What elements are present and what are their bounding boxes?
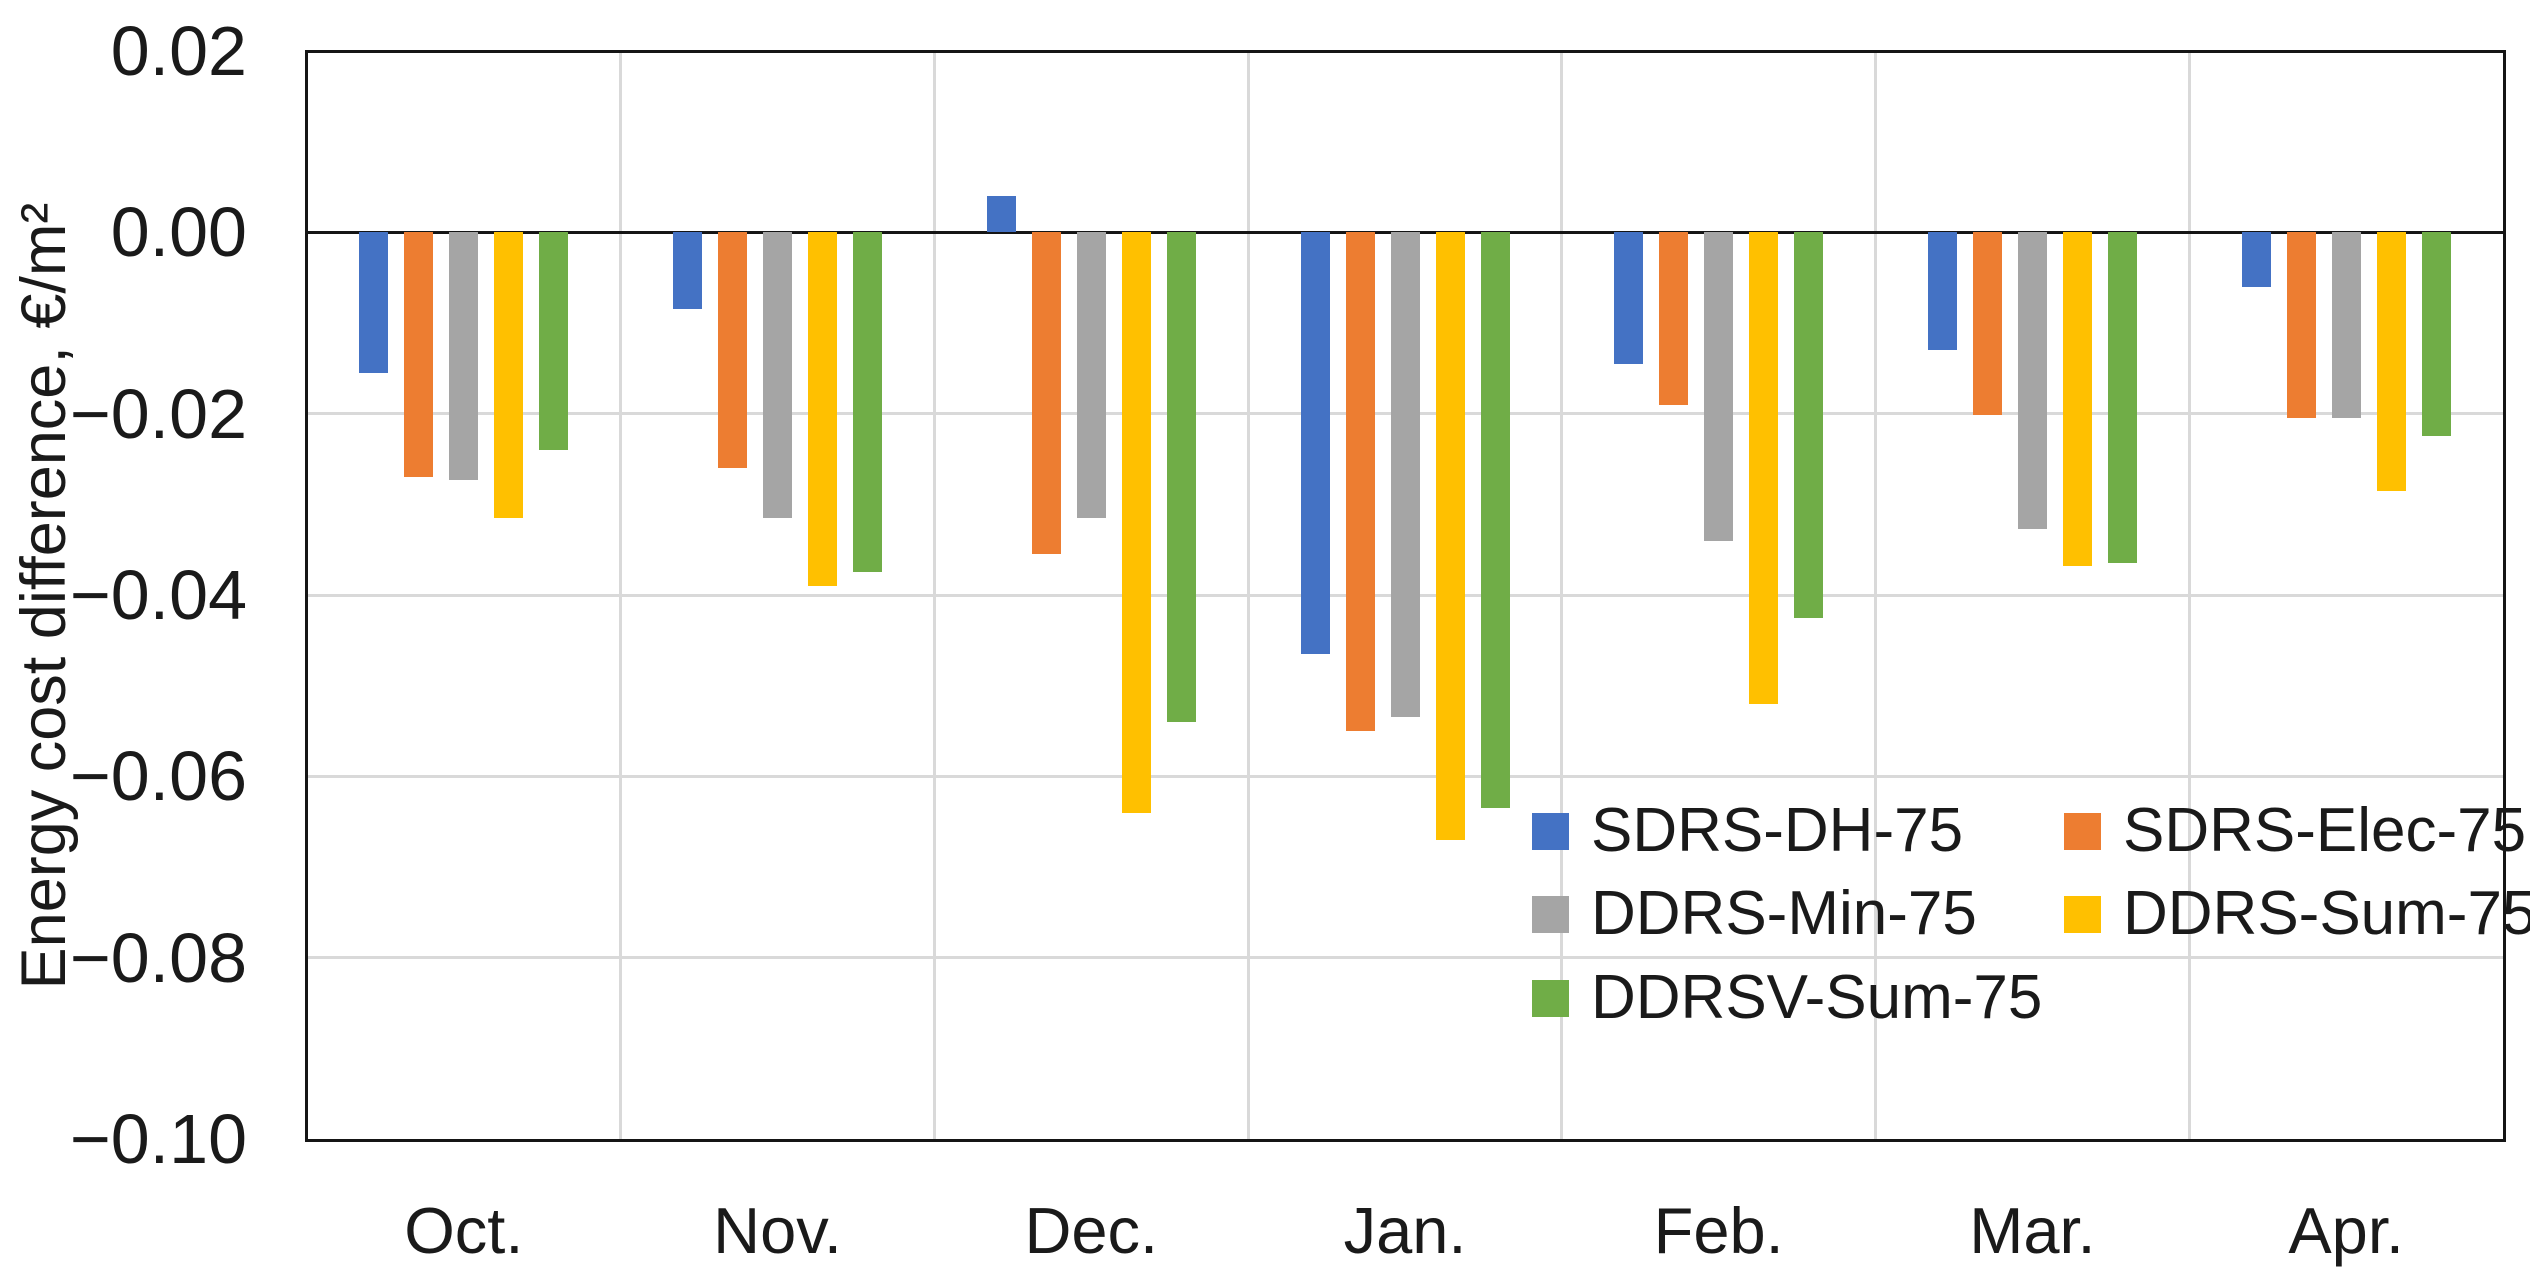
legend-label-SDRS-Elec-75: SDRS-Elec-75 — [2123, 796, 2527, 865]
legend-marker-SDRS-DH-75 — [1532, 812, 1569, 850]
bar-DDRSV-Sum-75-Apr — [2421, 232, 2451, 437]
bar-SDRS-DH-75-Dec — [986, 196, 1016, 233]
x-tick-label-Dec: Dec. — [1024, 1194, 1159, 1267]
gridline-h — [307, 956, 2503, 960]
x-tick-label-Apr: Apr. — [2288, 1194, 2404, 1267]
bar-SDRS-DH-75-Nov — [673, 232, 703, 310]
y-tick-label: 0.00 — [110, 193, 247, 272]
bar-DDRS-Min-75-Mar — [2017, 232, 2047, 529]
gridline-v — [932, 51, 936, 1139]
legend-label-DDRS-Min-75: DDRS-Min-75 — [1591, 879, 1977, 948]
y-tick-label: −0.02 — [69, 374, 247, 453]
y-tick-label: 0.02 — [110, 12, 247, 90]
x-tick-label-Oct: Oct. — [404, 1194, 524, 1267]
bar-SDRS-Elec-75-Nov — [718, 232, 748, 469]
bar-SDRS-Elec-75-Jan — [1345, 232, 1375, 731]
bar-DDRS-Sum-75-Feb — [1749, 232, 1779, 704]
bar-DDRSV-Sum-75-Oct — [539, 232, 569, 450]
y-tick-label: −0.10 — [69, 1100, 247, 1178]
gridline-v — [1560, 51, 1564, 1139]
bar-DDRS-Min-75-Jan — [1390, 232, 1420, 718]
bar-DDRSV-Sum-75-Jan — [1480, 232, 1510, 809]
bar-DDRS-Sum-75-Nov — [808, 232, 838, 586]
bar-SDRS-DH-75-Mar — [1927, 232, 1957, 351]
legend-item-DDRS-Sum-75: DDRS-Sum-75 — [2064, 878, 2530, 950]
bar-DDRS-Sum-75-Mar — [2062, 232, 2092, 566]
gridline-v — [2187, 51, 2191, 1139]
bar-DDRS-Min-75-Oct — [449, 232, 479, 480]
gridline-v — [1246, 51, 1250, 1139]
bar-DDRSV-Sum-75-Mar — [2107, 232, 2137, 564]
legend-label-SDRS-DH-75: SDRS-DH-75 — [1591, 796, 1964, 865]
bar-SDRS-DH-75-Oct — [359, 232, 389, 373]
legend-marker-SDRS-Elec-75 — [2064, 812, 2101, 850]
bar-SDRS-Elec-75-Oct — [404, 232, 434, 478]
bar-SDRS-Elec-75-Feb — [1659, 232, 1689, 405]
bar-DDRS-Sum-75-Jan — [1435, 232, 1465, 840]
bar-SDRS-Elec-75-Mar — [1972, 232, 2002, 416]
legend-label-DDRS-Sum-75: DDRS-Sum-75 — [2123, 879, 2530, 948]
bar-DDRSV-Sum-75-Nov — [853, 232, 883, 573]
bar-SDRS-DH-75-Feb — [1614, 232, 1644, 364]
legend-marker-DDRS-Min-75 — [1532, 895, 1569, 933]
legend-marker-DDRSV-Sum-75 — [1532, 979, 1569, 1017]
bar-SDRS-DH-75-Jan — [1300, 232, 1330, 654]
bar-DDRSV-Sum-75-Dec — [1166, 232, 1196, 722]
bar-DDRS-Sum-75-Apr — [2376, 232, 2406, 491]
gridline-v — [619, 51, 623, 1139]
legend-item-DDRS-Min-75: DDRS-Min-75 — [1532, 878, 1977, 950]
bar-DDRS-Sum-75-Dec — [1121, 232, 1151, 813]
y-tick-label: −0.06 — [69, 737, 247, 816]
legend-label-DDRSV-Sum-75: DDRSV-Sum-75 — [1591, 963, 2043, 1032]
gridline-h — [307, 774, 2503, 778]
legend-item-DDRSV-Sum-75: DDRSV-Sum-75 — [1532, 962, 2042, 1034]
bar-DDRSV-Sum-75-Feb — [1794, 232, 1824, 618]
bar-SDRS-Elec-75-Apr — [2286, 232, 2316, 419]
bar-DDRS-Min-75-Feb — [1704, 232, 1734, 541]
bar-SDRS-DH-75-Apr — [2241, 232, 2271, 287]
y-tick-label: −0.08 — [69, 918, 247, 997]
bar-DDRS-Min-75-Apr — [2331, 232, 2361, 419]
bar-DDRS-Sum-75-Oct — [494, 232, 524, 518]
legend-marker-DDRS-Sum-75 — [2064, 895, 2101, 933]
bar-DDRS-Min-75-Nov — [763, 232, 793, 518]
x-tick-label-Nov: Nov. — [713, 1194, 842, 1267]
gridline-v — [1874, 51, 1878, 1139]
x-tick-label-Feb: Feb. — [1653, 1194, 1784, 1267]
x-tick-label-Jan: Jan. — [1343, 1194, 1467, 1267]
y-tick-label: −0.04 — [69, 556, 247, 634]
bar-SDRS-Elec-75-Dec — [1031, 232, 1061, 555]
legend-item-SDRS-DH-75: SDRS-DH-75 — [1532, 795, 1963, 867]
bar-DDRS-Min-75-Dec — [1076, 232, 1106, 518]
legend-item-SDRS-Elec-75: SDRS-Elec-75 — [2064, 795, 2526, 867]
x-tick-label-Mar: Mar. — [1969, 1194, 2096, 1267]
